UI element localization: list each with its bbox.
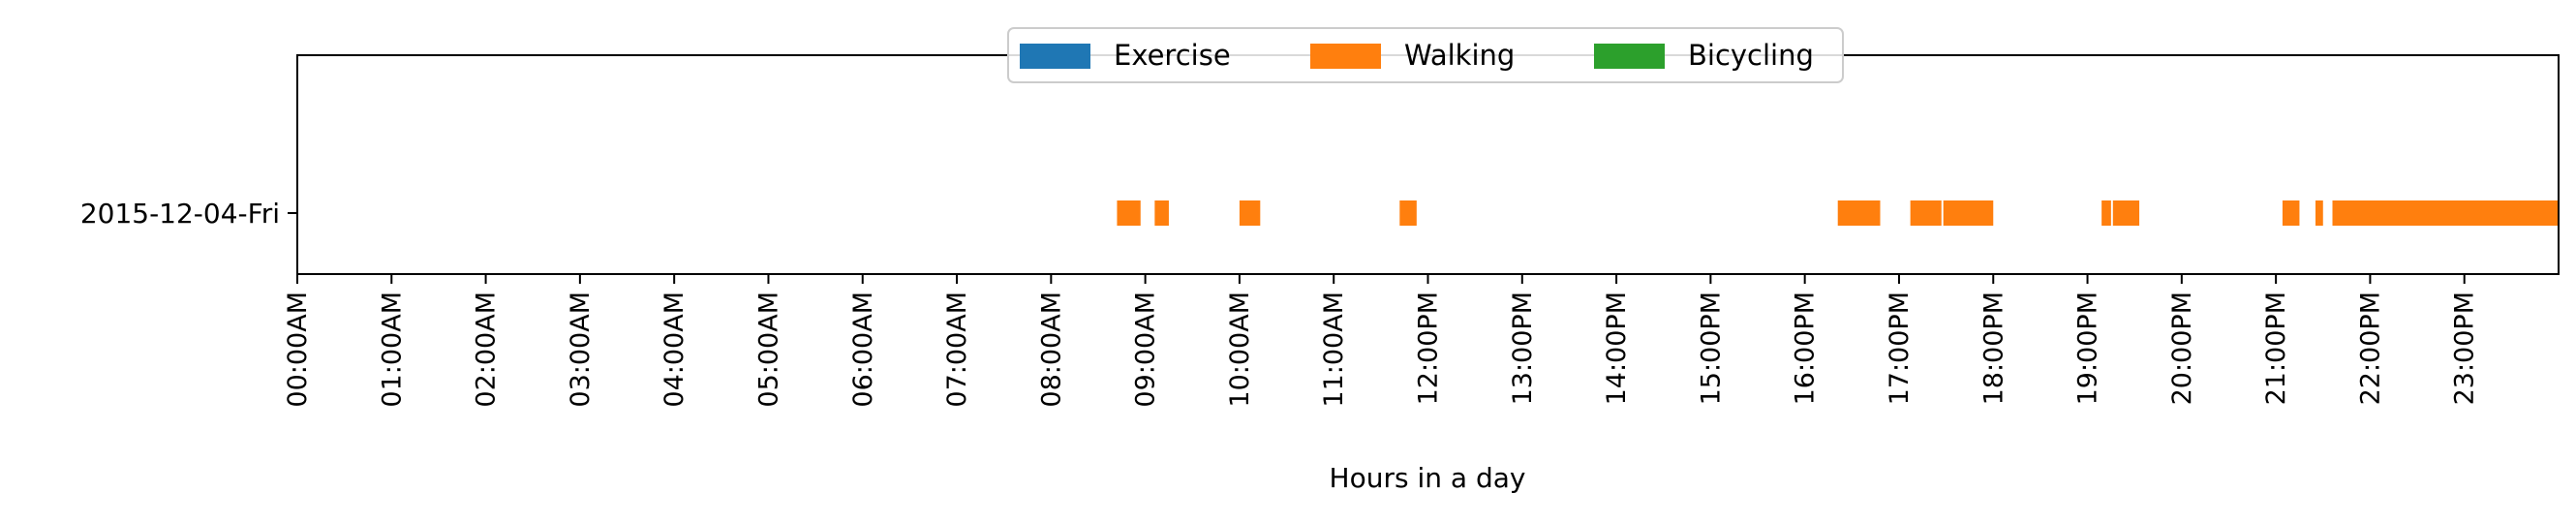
x-tick-label: 14:00PM: [1602, 292, 1632, 405]
legend-swatch: [1594, 44, 1665, 69]
x-tick-label: 17:00PM: [1885, 292, 1915, 405]
segment-walking: [1910, 200, 1942, 226]
x-tick-label: 04:00AM: [659, 292, 690, 408]
legend-label: Walking: [1404, 39, 1515, 72]
x-tick-label: 01:00AM: [377, 292, 407, 408]
x-axis: 00:00AM 01:00AM 02:00AM 03:00AM 04:00AM 05:00…: [283, 274, 2480, 408]
x-tick-label: 02:00AM: [472, 292, 502, 408]
segment-walking: [2101, 200, 2111, 226]
x-tick-label: 06:00AM: [848, 292, 878, 408]
x-tick-label: 10:00AM: [1225, 292, 1255, 408]
legend-swatch: [1020, 44, 1090, 69]
x-tick-label: 23:00PM: [2450, 292, 2480, 405]
segment-walking: [2282, 200, 2300, 226]
x-tick-label: 12:00PM: [1414, 292, 1444, 405]
legend-swatch: [1310, 44, 1381, 69]
plot-frame: [296, 54, 2560, 275]
segment-walking: [1399, 200, 1417, 226]
x-tick-label: 00:00AM: [283, 292, 313, 408]
segment-walking: [1239, 200, 1261, 226]
x-tick-label: 09:00AM: [1131, 292, 1161, 408]
x-tick-label: 19:00PM: [2073, 292, 2103, 405]
x-tick-label: 22:00PM: [2355, 292, 2385, 405]
x-tick-label: 13:00PM: [1508, 292, 1538, 405]
segment-walking: [1154, 200, 1169, 226]
x-tick-label: 03:00AM: [566, 292, 596, 408]
y-tick-label: 2015-12-04-Fri: [80, 198, 280, 230]
x-tick-label: 07:00AM: [942, 292, 972, 408]
segment-walking: [2112, 200, 2140, 226]
x-tick-label: 11:00AM: [1319, 292, 1349, 408]
legend-label: Exercise: [1114, 39, 1231, 72]
segment-walking: [1943, 200, 1994, 226]
segment-walking: [2332, 200, 2559, 226]
segment-walking: [1837, 200, 1881, 226]
x-axis-label: Hours in a day: [1330, 462, 1526, 494]
segment-walking: [1117, 200, 1141, 226]
x-tick-label: 15:00PM: [1696, 292, 1726, 405]
x-tick-label: 18:00PM: [1978, 292, 2009, 405]
bars-layer: [1117, 200, 2559, 226]
x-tick-label: 20:00PM: [2167, 292, 2197, 405]
x-tick-label: 21:00PM: [2261, 292, 2291, 405]
x-tick-label: 08:00AM: [1036, 292, 1066, 408]
legend: Exercise Walking Bicycling: [1007, 27, 1844, 83]
segment-walking: [2315, 200, 2323, 226]
x-tick-label: 05:00AM: [753, 292, 783, 408]
y-axis: 2015-12-04-Fri: [80, 198, 297, 230]
x-tick-label: 16:00PM: [1791, 292, 1821, 405]
legend-label: Bicycling: [1688, 39, 1814, 72]
